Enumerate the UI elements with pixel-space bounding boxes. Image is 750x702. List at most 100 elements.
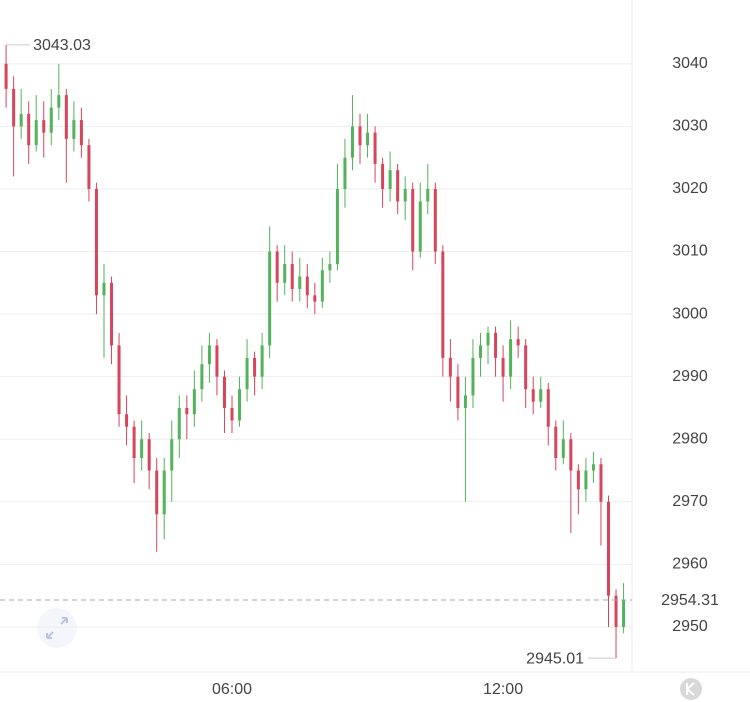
candle-body <box>516 339 520 346</box>
candle-body <box>546 389 550 427</box>
candle-body <box>471 357 475 396</box>
candle-body <box>140 439 144 459</box>
y-tick-label: 3030 <box>672 118 708 135</box>
candle-body <box>253 357 257 377</box>
candle-body <box>561 439 565 459</box>
candle-body <box>486 332 490 346</box>
high-label: 3043.03 <box>33 37 91 54</box>
candle-body <box>441 251 445 358</box>
candle-body <box>64 95 68 139</box>
candle-body <box>49 107 53 133</box>
y-tick-label: 2970 <box>672 493 708 510</box>
y-tick-label: 2990 <box>672 368 708 385</box>
candle-body <box>607 501 610 596</box>
candle-body <box>599 464 603 502</box>
candle-body <box>283 264 287 283</box>
candle-body <box>373 132 377 164</box>
candle-body <box>170 439 174 471</box>
candle-body <box>418 201 422 252</box>
candle-body <box>448 357 452 377</box>
candle-body <box>433 188 437 252</box>
candle-body <box>215 345 219 377</box>
candle-body <box>298 276 302 290</box>
candle-body <box>72 120 76 139</box>
candle-body <box>456 376 460 408</box>
candle-body <box>381 163 385 189</box>
candle-body <box>584 470 588 490</box>
candle-body <box>79 120 83 146</box>
candle-body <box>245 357 249 390</box>
candle-body <box>335 188 339 265</box>
x-tick-label: 12:00 <box>483 681 523 698</box>
candle-body <box>185 407 189 415</box>
candle-body <box>19 113 23 127</box>
candle-body <box>328 264 332 271</box>
x-tick-label: 06:00 <box>212 681 252 698</box>
candle-body <box>147 439 151 471</box>
candle-body <box>366 132 370 146</box>
y-tick-label: 2960 <box>672 556 708 573</box>
candle-body <box>12 88 16 127</box>
candle-body <box>42 120 46 133</box>
candle-body <box>411 188 415 252</box>
y-tick-label: 3000 <box>672 305 708 322</box>
candle-body <box>207 345 211 365</box>
candle-body <box>388 170 392 189</box>
candle-body <box>320 270 324 302</box>
candle-body <box>4 63 8 89</box>
y-tick-label: 3040 <box>672 55 708 72</box>
candle-body <box>463 395 467 408</box>
candle-body <box>110 282 114 346</box>
candle-body <box>192 389 196 415</box>
candle-body <box>478 345 482 358</box>
candle-body <box>403 188 407 202</box>
candle-body <box>501 357 505 377</box>
candle-body <box>57 95 61 108</box>
candle-body <box>125 414 129 427</box>
candle-body <box>554 426 558 459</box>
candle-body <box>87 145 91 189</box>
candle-body <box>102 282 106 296</box>
candle-body <box>358 126 362 146</box>
candle-body <box>524 345 528 390</box>
candle-body <box>94 188 98 296</box>
y-tick-label: 2980 <box>672 430 708 447</box>
low-label: 2945.01 <box>526 650 584 667</box>
candle-body <box>614 595 618 627</box>
candle-body <box>230 407 234 421</box>
last-price-box <box>640 585 750 614</box>
candle-body <box>396 170 400 202</box>
candle-body <box>117 345 121 415</box>
candle-body <box>275 251 279 283</box>
y-tick-label: 2950 <box>672 618 708 635</box>
candle-body <box>238 389 242 421</box>
y-tick-label: 3010 <box>672 243 708 260</box>
candle-body <box>539 389 543 402</box>
candle-body <box>260 345 264 377</box>
candle-body <box>132 426 136 459</box>
candle-body <box>591 464 595 471</box>
candle-body <box>426 188 430 202</box>
candle-body <box>290 264 294 290</box>
expand-icon[interactable] <box>37 608 77 648</box>
candle-body <box>569 439 573 471</box>
last-price-label: 2954.31 <box>661 592 719 609</box>
candle-body <box>494 332 498 358</box>
candle-body <box>343 157 347 189</box>
candle-body <box>531 389 535 402</box>
candle-body <box>34 120 38 146</box>
candle-body <box>268 251 272 346</box>
candle-body <box>313 295 317 302</box>
candle-body <box>222 376 226 408</box>
candle-body <box>155 470 159 515</box>
candle-body <box>305 276 309 296</box>
candle-body <box>177 407 181 440</box>
candle-body <box>622 599 626 627</box>
candle-body <box>162 470 166 515</box>
candle-body <box>576 470 580 490</box>
candle-body <box>350 126 354 158</box>
k-icon[interactable] <box>680 678 702 700</box>
y-tick-label: 3020 <box>672 180 708 197</box>
